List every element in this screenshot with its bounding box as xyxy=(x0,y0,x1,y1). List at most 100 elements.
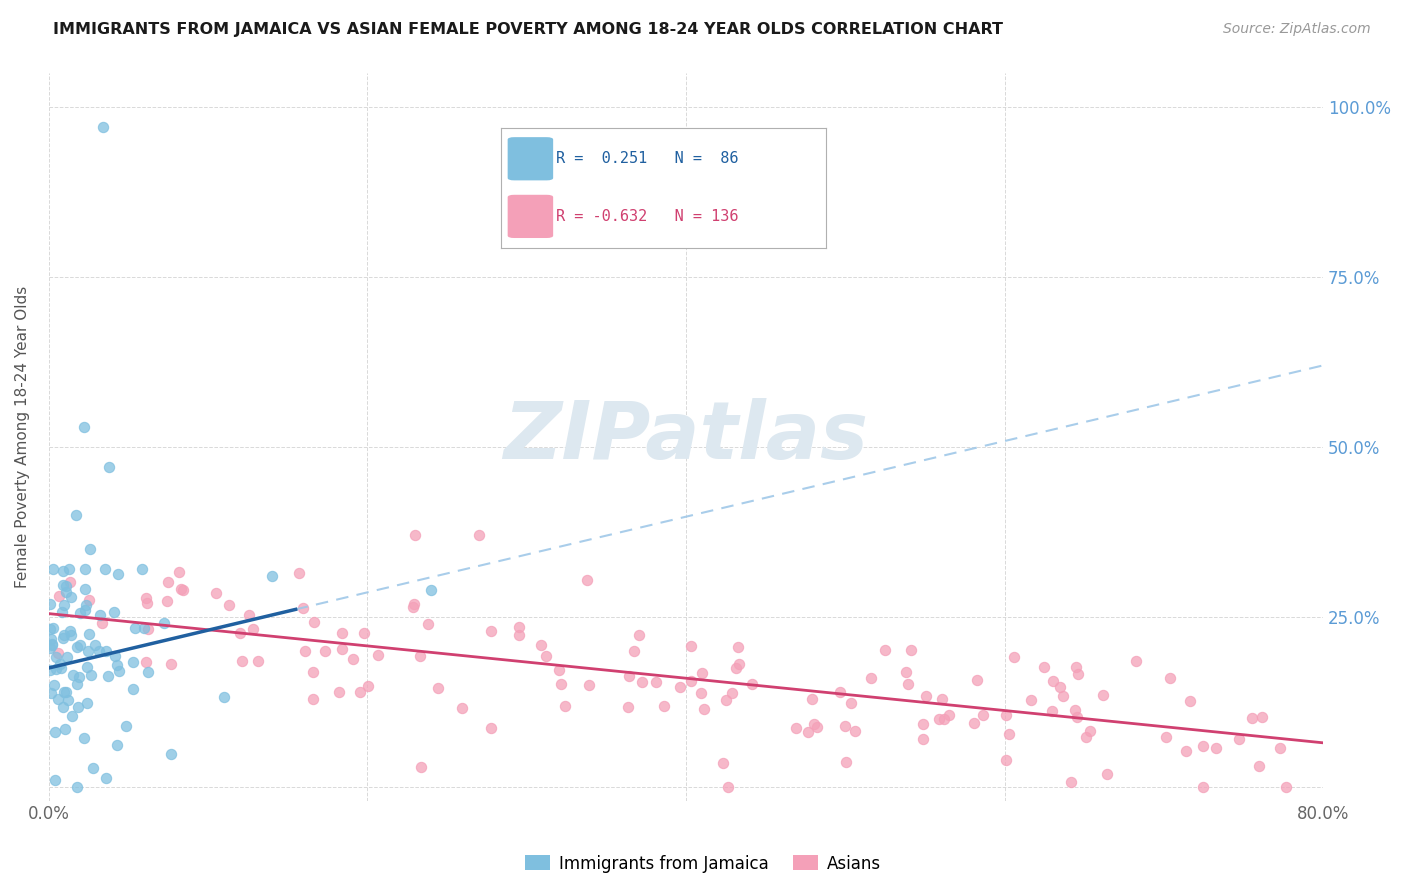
Point xyxy=(1042,673,1064,688)
Point xyxy=(48,646,70,660)
Point xyxy=(631,675,654,690)
Point xyxy=(938,707,960,722)
Point xyxy=(1067,667,1090,681)
Point xyxy=(65,508,87,522)
Point xyxy=(122,655,145,669)
Point xyxy=(994,753,1017,767)
Point xyxy=(711,756,734,770)
Point xyxy=(172,582,194,597)
Point xyxy=(131,562,153,576)
Point xyxy=(451,700,474,714)
Point xyxy=(839,696,862,710)
Point xyxy=(56,693,79,707)
Point xyxy=(55,684,77,698)
Point xyxy=(314,644,336,658)
Point xyxy=(479,721,502,735)
Point xyxy=(73,419,96,434)
Point xyxy=(873,643,896,657)
Point xyxy=(894,665,917,679)
Point xyxy=(994,708,1017,723)
Point xyxy=(170,582,193,596)
Point xyxy=(204,586,226,600)
Point xyxy=(212,690,235,705)
Point xyxy=(82,761,104,775)
Point xyxy=(911,731,934,746)
Point xyxy=(55,585,77,599)
Point xyxy=(844,723,866,738)
Point xyxy=(714,693,737,707)
Point xyxy=(242,623,264,637)
Point xyxy=(1175,744,1198,758)
Point xyxy=(617,669,640,683)
Point xyxy=(934,712,956,726)
Point xyxy=(550,676,572,690)
Point xyxy=(914,689,936,703)
Point xyxy=(859,671,882,685)
Point xyxy=(41,639,63,653)
Point xyxy=(998,727,1021,741)
Y-axis label: Female Poverty Among 18-24 Year Olds: Female Poverty Among 18-24 Year Olds xyxy=(15,285,30,588)
Point xyxy=(806,721,828,735)
Point xyxy=(39,632,62,646)
Point xyxy=(785,721,807,735)
Point xyxy=(136,665,159,680)
Point xyxy=(53,598,76,612)
Point xyxy=(554,699,576,714)
Point xyxy=(231,654,253,668)
Point xyxy=(668,680,690,694)
Point xyxy=(44,772,66,787)
Point xyxy=(1154,730,1177,744)
Point xyxy=(411,759,433,773)
Point xyxy=(1095,766,1118,780)
Point xyxy=(97,669,120,683)
Point xyxy=(830,685,852,699)
Point xyxy=(52,628,75,642)
Point xyxy=(93,562,115,576)
Point xyxy=(1192,739,1215,754)
Point xyxy=(41,622,63,636)
Point xyxy=(1060,775,1083,789)
Point xyxy=(797,724,820,739)
Point xyxy=(52,700,75,714)
Point xyxy=(160,747,183,762)
Point xyxy=(1192,780,1215,794)
Point xyxy=(39,597,62,611)
Point xyxy=(69,606,91,620)
Point xyxy=(39,623,62,637)
Point xyxy=(104,648,127,663)
Point xyxy=(98,460,121,475)
Point xyxy=(690,686,713,700)
Point xyxy=(972,708,994,723)
Point xyxy=(900,643,922,657)
Point xyxy=(42,678,65,692)
Point xyxy=(66,677,89,691)
Point xyxy=(115,719,138,733)
Point xyxy=(135,655,157,669)
Point xyxy=(91,120,114,135)
Point xyxy=(132,622,155,636)
Point xyxy=(693,702,716,716)
Point xyxy=(1063,703,1085,717)
Point xyxy=(1227,731,1250,746)
Point xyxy=(801,691,824,706)
Point xyxy=(66,640,89,654)
Point xyxy=(1125,654,1147,668)
Point xyxy=(1274,780,1296,794)
Point xyxy=(39,664,62,678)
Point xyxy=(49,661,72,675)
Text: IMMIGRANTS FROM JAMAICA VS ASIAN FEMALE POVERTY AMONG 18-24 YEAR OLDS CORRELATIO: IMMIGRANTS FROM JAMAICA VS ASIAN FEMALE … xyxy=(53,22,1004,37)
Point xyxy=(1052,689,1074,703)
Point xyxy=(59,624,82,639)
Point xyxy=(52,564,75,578)
Point xyxy=(294,644,316,658)
Point xyxy=(108,665,131,679)
Point xyxy=(260,569,283,583)
Point xyxy=(238,607,260,622)
Point xyxy=(1091,688,1114,702)
Point xyxy=(803,716,825,731)
Point xyxy=(39,641,62,656)
Point xyxy=(1076,730,1098,744)
Point xyxy=(39,686,62,700)
Point xyxy=(67,670,90,684)
Point xyxy=(721,686,744,700)
